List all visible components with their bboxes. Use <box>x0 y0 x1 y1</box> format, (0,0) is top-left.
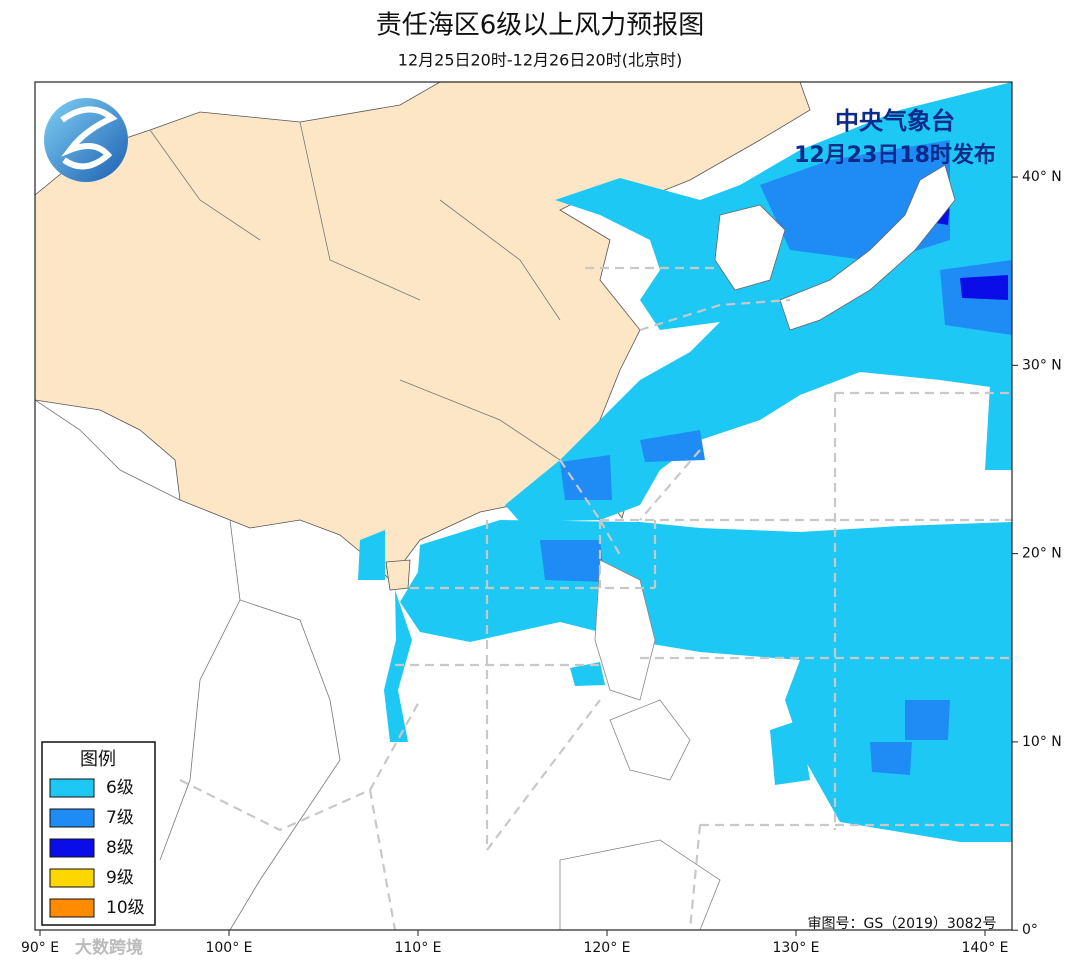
wind-area <box>905 700 950 740</box>
wind-area <box>870 742 912 775</box>
lon-label: 140° E <box>961 940 1008 956</box>
legend-box <box>41 741 156 926</box>
agency: 中央气象台 <box>835 107 955 135</box>
wind-area <box>400 520 1012 842</box>
wind-area <box>570 662 605 686</box>
lon-label: 90° E <box>21 940 59 956</box>
borders <box>35 121 561 930</box>
korea <box>714 204 786 291</box>
legend-swatch <box>49 808 95 828</box>
issued-time: 12月23日18时发布 <box>794 142 996 168</box>
wind-area <box>560 455 612 500</box>
wind-area <box>540 540 605 582</box>
lon-label: 120° E <box>583 940 630 956</box>
sea-area-lines <box>179 266 1012 930</box>
legend-swatch <box>49 868 95 888</box>
japan <box>779 164 956 331</box>
legend-label: 7级 <box>106 808 134 828</box>
legend-swatch <box>49 898 95 918</box>
map-frame <box>34 81 1013 931</box>
lat-label: 0° <box>1022 922 1038 938</box>
lon-label: 110° E <box>394 940 441 956</box>
legend-label: 10级 <box>106 898 145 918</box>
lat-label: 30° N <box>1022 357 1062 373</box>
legend-label: 6级 <box>106 778 134 798</box>
lat-label: 10° N <box>1022 734 1062 750</box>
hainan <box>385 559 411 591</box>
legend-label: 8级 <box>106 838 134 858</box>
wind-area <box>770 720 810 785</box>
legend-swatch <box>49 778 95 798</box>
china-land <box>35 82 811 581</box>
legend-title: 图例 <box>80 749 116 770</box>
wind-area <box>640 430 705 462</box>
logo-mark <box>60 106 118 170</box>
lon-label: 100° E <box>205 940 252 956</box>
legend: 图例 6级 7级 8级 9级 10级 <box>41 741 156 926</box>
lat-label: 40° N <box>1022 169 1062 185</box>
map: 中央气象台 12月23日18时发布 审图号：GS（2019）3082号 图例 6… <box>35 82 1012 932</box>
subtitle: 12月25日20时-12月26日20时(北京时) <box>398 51 682 70</box>
title: 责任海区6级以上风力预报图 <box>376 11 705 41</box>
lon-label: 130° E <box>772 940 819 956</box>
wind-area <box>358 530 385 580</box>
lat-label: 20° N <box>1022 546 1062 562</box>
review-number: 审图号：GS（2019）3082号 <box>808 916 997 932</box>
wind-area <box>960 275 1008 300</box>
watermark: 大数跨境 <box>75 937 143 958</box>
legend-swatch <box>49 838 95 858</box>
review-bg <box>795 913 1012 930</box>
axes: 90° E 100° E 110° E 120° E 130° E 140° E 40° N… <box>21 169 1062 956</box>
legend-label: 9级 <box>106 868 134 888</box>
islands <box>559 559 721 930</box>
